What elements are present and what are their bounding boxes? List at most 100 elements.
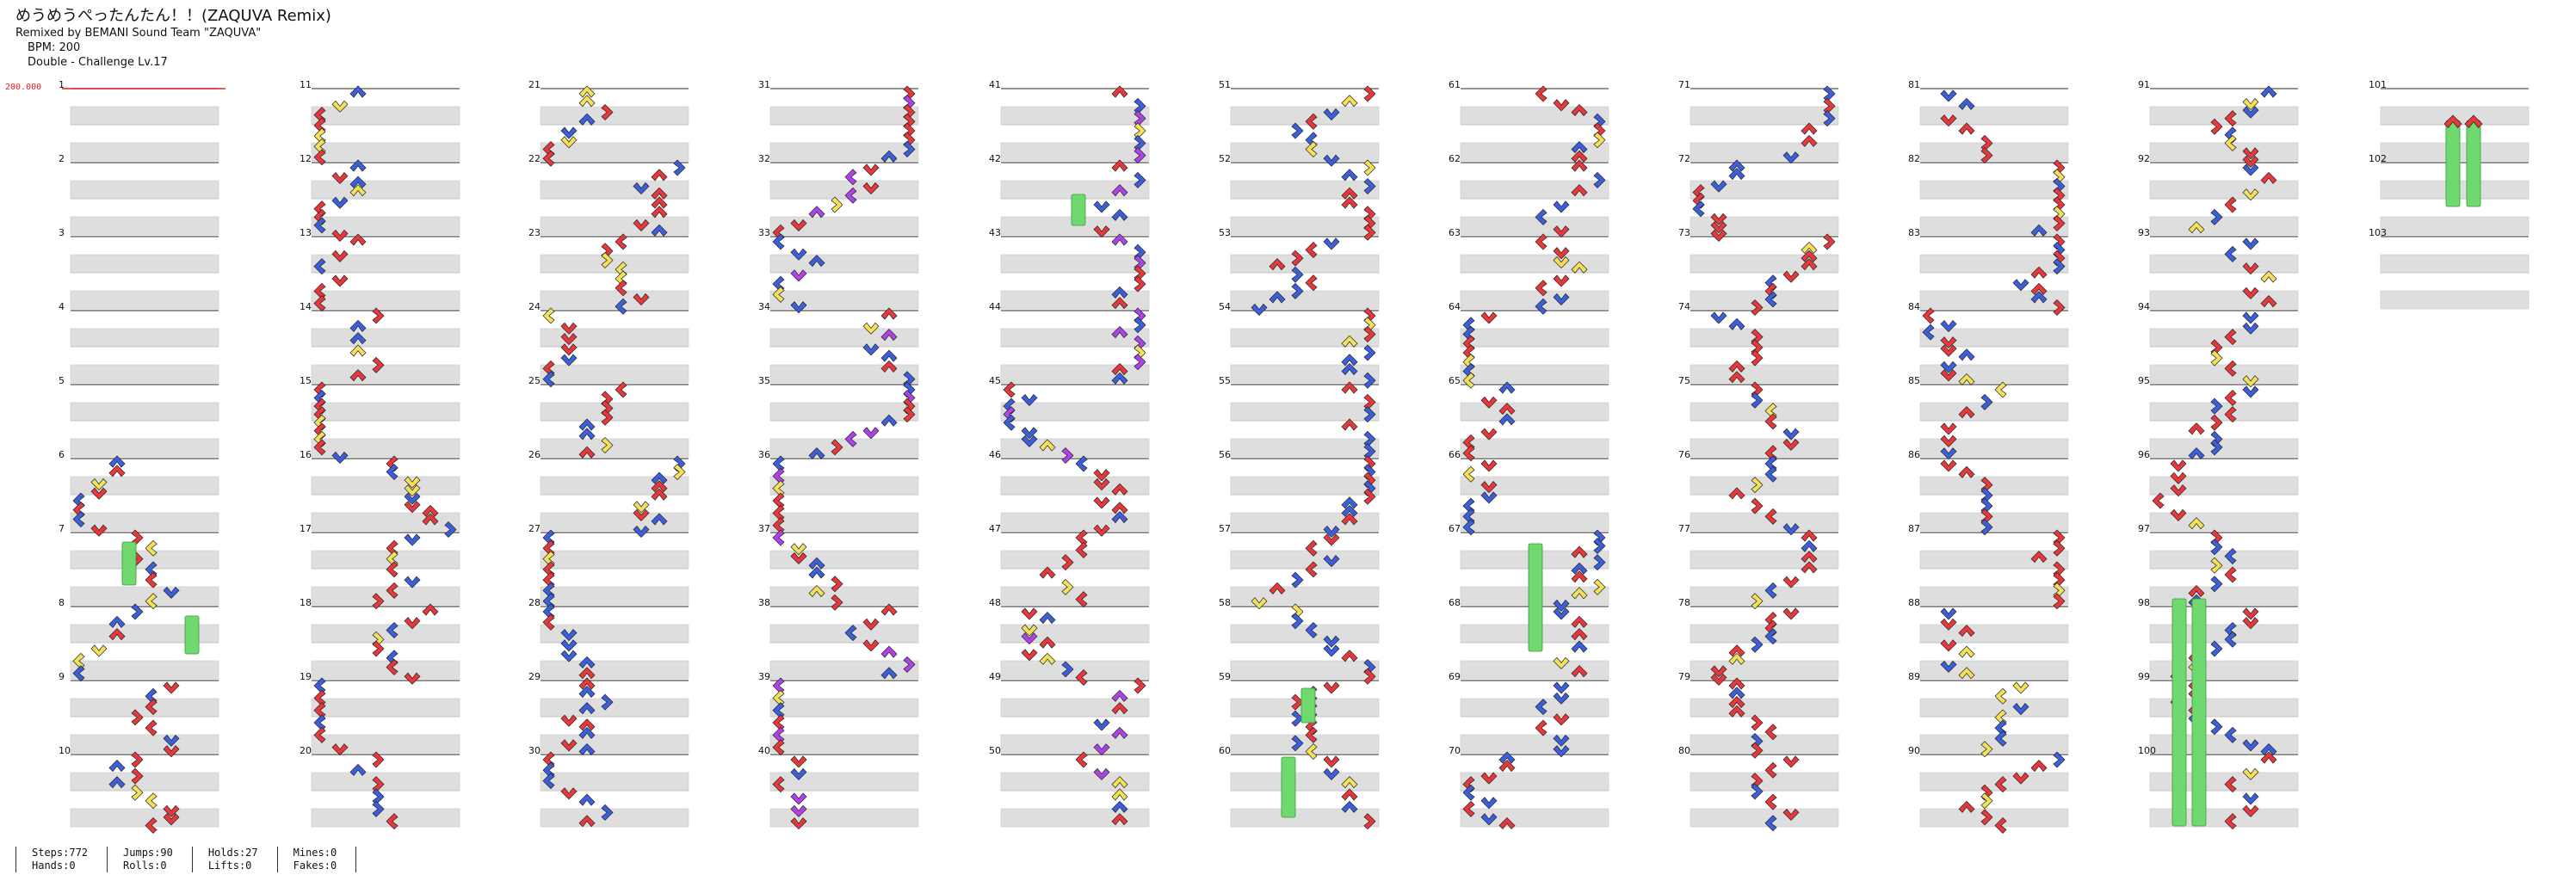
step-arrow [1710,229,1727,242]
step-arrow [313,295,326,312]
step-arrow [1305,113,1318,130]
step-arrow [1291,571,1304,588]
beat-band [1919,254,2069,274]
step-arrow [831,439,843,456]
step-arrow [1994,816,2007,834]
step-arrow [1751,783,1764,800]
measure-number: 73 [1678,227,1690,238]
beat-band [1000,772,1150,792]
beat-band [311,328,460,348]
beat-band [1000,254,1150,274]
step-arrow [1553,656,1570,669]
beat-band [2380,216,2530,236]
measure-number: 21 [528,79,541,90]
step-arrow [1323,635,1340,648]
beat-band [540,106,689,126]
beat-band [1919,586,2069,606]
step-arrow [1764,508,1777,525]
beat-band [311,142,460,162]
step-arrow [1291,282,1304,299]
step-arrow [790,219,807,231]
step-arrow [1571,159,1588,172]
measure-number: 50 [989,745,1001,756]
step-arrow [1535,85,1547,102]
step-arrow [349,332,367,345]
step-arrow [90,524,108,537]
step-arrow [1111,208,1128,221]
step-arrow [422,513,439,526]
step-arrow [578,726,596,739]
step-arrow [1782,270,1800,283]
beat-band [769,142,919,162]
step-arrow [2443,114,2462,129]
step-arrow [844,430,857,447]
beat-band [1230,106,1380,126]
step-arrow [331,451,349,464]
step-arrow [633,501,650,514]
step-arrow [844,625,857,642]
step-arrow [386,659,398,675]
step-arrow [1323,108,1340,120]
step-arrow [651,169,668,182]
measure-number: 64 [1449,301,1461,312]
step-arrow [2188,585,2205,598]
step-arrow [1751,497,1764,514]
beat-band [1690,438,1839,458]
step-arrow [578,686,596,699]
step-arrow [1291,122,1304,139]
step-arrow [1111,689,1128,702]
measure-number: 15 [300,375,312,386]
measure-number: 88 [1908,597,1920,608]
step-arrow [578,428,596,440]
step-arrow [1940,369,1957,382]
step-arrow [2210,397,2223,415]
step-arrow [2030,224,2048,237]
step-arrow [1994,730,2007,747]
measure-number: 69 [1449,671,1461,682]
step-arrow [808,447,825,460]
step-arrow [2210,557,2223,574]
beat-band [1000,438,1150,458]
step-arrow [2210,718,2223,736]
step-arrow [1571,562,1588,575]
step-arrow [108,455,126,468]
beat-band [1690,660,1839,680]
step-arrow [1134,122,1146,139]
step-arrow [422,504,439,517]
step-arrow [1728,317,1745,330]
step-arrow [1305,622,1318,638]
stat-group: Mines:0 Fakes:0 [276,847,357,872]
step-arrow [349,233,367,246]
measure-number: 83 [1908,227,1920,238]
beat-band [1919,364,2069,384]
beat-band [1919,476,2069,496]
step-arrow [145,571,158,588]
beat-band [540,734,689,754]
beat-band [1690,364,1839,384]
step-arrow [1323,154,1340,167]
measure-number: 94 [2138,301,2150,312]
beat-band [2149,216,2299,236]
beat-band [70,290,219,310]
step-arrow [1940,660,1957,673]
artist-line: Remixed by BEMANI Sound Team "ZAQUVA" [15,27,262,40]
measure-number: 76 [1678,449,1690,460]
stat-fakes: Fakes:0 [293,859,337,872]
step-arrow [601,804,614,821]
measure-number: 5 [59,375,65,386]
step-arrow [1980,147,1993,164]
step-arrow [1093,225,1110,238]
step-arrow [131,751,144,768]
beat-band [1230,438,1380,458]
step-arrow [615,280,627,297]
step-arrow [772,233,785,250]
step-arrow [386,561,398,578]
step-arrow [145,593,158,610]
step-arrow [2210,349,2223,367]
step-arrow [601,252,614,268]
beat-band [1000,106,1150,126]
measure-number: 90 [1908,745,1920,756]
step-arrow [1571,261,1588,274]
step-arrow [651,513,668,526]
beat-band [70,550,219,570]
